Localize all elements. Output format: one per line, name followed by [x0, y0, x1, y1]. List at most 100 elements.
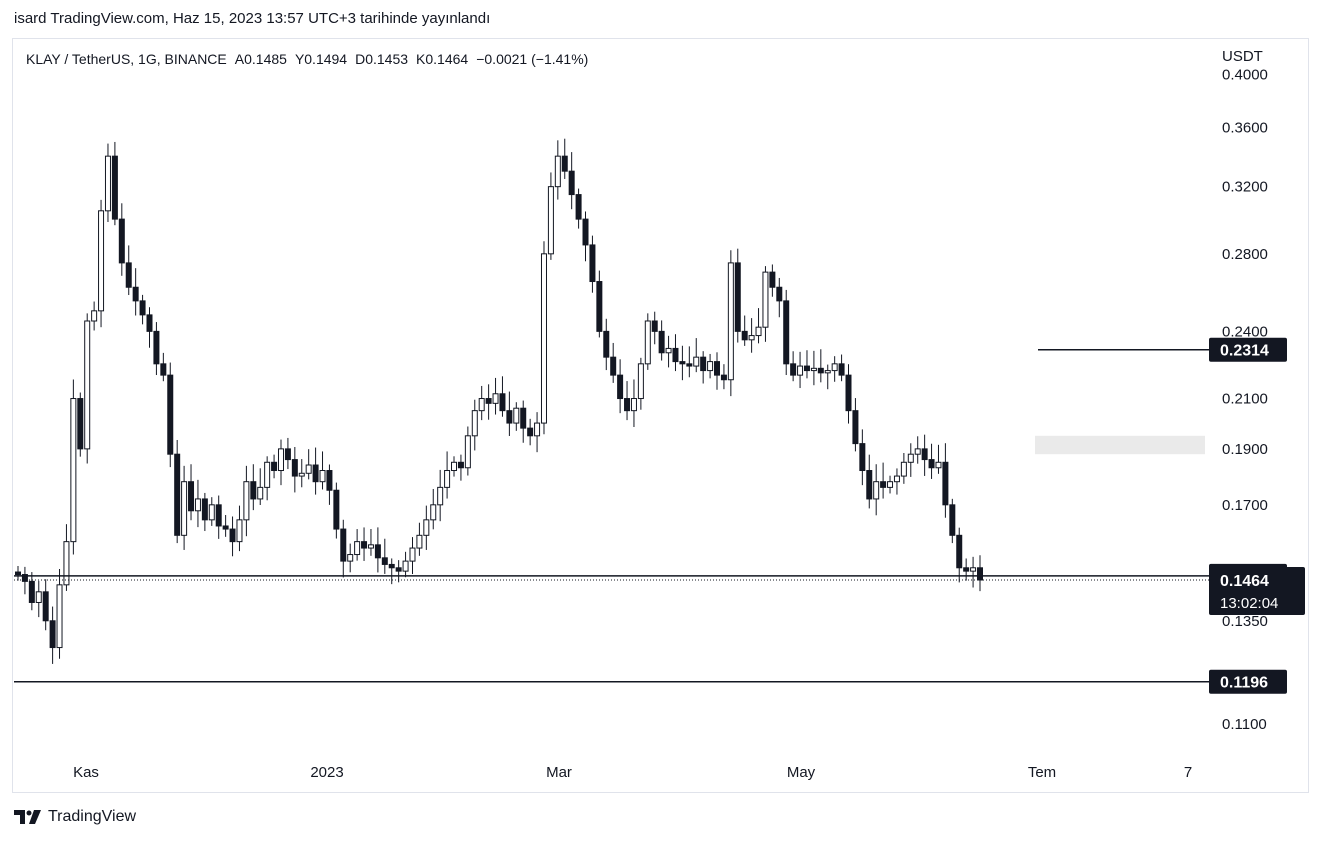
candle-body[interactable] [208, 504, 215, 521]
candle-body[interactable] [942, 461, 949, 506]
candle-body[interactable] [637, 363, 644, 400]
candle-body[interactable] [271, 461, 278, 472]
candle-body[interactable] [568, 170, 575, 196]
candle-body[interactable] [250, 481, 257, 500]
candle-body[interactable] [610, 356, 617, 376]
candle-body[interactable] [104, 155, 111, 212]
candle-body[interactable] [492, 393, 499, 404]
candle-body[interactable] [734, 262, 741, 332]
candle-body[interactable] [824, 370, 831, 374]
candle-body[interactable] [887, 481, 894, 488]
candle-body[interactable] [49, 620, 56, 649]
candle-body[interactable] [423, 519, 430, 536]
candle-body[interactable] [471, 410, 478, 437]
candle-body[interactable] [547, 186, 554, 255]
candle-body[interactable] [672, 347, 679, 363]
candle-body[interactable] [305, 464, 312, 474]
candle-body[interactable] [561, 155, 568, 172]
candle-body[interactable] [21, 574, 28, 582]
candle-body[interactable] [174, 453, 181, 536]
candle-body[interactable] [720, 374, 727, 381]
candle-body[interactable] [464, 435, 471, 469]
candle-body[interactable] [291, 459, 298, 477]
candle-body[interactable] [70, 398, 77, 543]
candle-body[interactable] [893, 475, 900, 483]
candle-body[interactable] [312, 464, 319, 483]
candle-body[interactable] [963, 567, 970, 572]
candle-body[interactable] [437, 486, 444, 506]
candle-body[interactable] [160, 363, 167, 376]
candle-body[interactable] [651, 320, 658, 332]
candle-body[interactable] [215, 504, 222, 527]
candle-body[interactable] [333, 489, 340, 530]
candle-body[interactable] [783, 300, 790, 365]
candle-body[interactable] [451, 461, 458, 472]
candle-body[interactable] [686, 363, 693, 367]
candle-body[interactable] [264, 461, 271, 488]
candle-body[interactable] [146, 314, 153, 332]
candle-body[interactable] [84, 320, 91, 450]
candle-body[interactable] [700, 356, 707, 372]
candle-body[interactable] [707, 361, 714, 372]
candle-body[interactable] [388, 563, 395, 569]
candle-body[interactable] [499, 393, 506, 412]
candle-body[interactable] [527, 427, 534, 437]
candle-body[interactable] [845, 374, 852, 412]
candle-body[interactable] [644, 320, 651, 365]
candle-body[interactable] [132, 286, 139, 302]
candle-body[interactable] [444, 470, 451, 488]
candle-body[interactable] [693, 356, 700, 367]
candle-body[interactable] [340, 528, 347, 562]
candle-body[interactable] [797, 365, 804, 376]
candle-body[interactable] [762, 271, 769, 328]
candle-body[interactable] [118, 218, 125, 264]
candle-body[interactable] [319, 470, 326, 483]
candle-body[interactable] [873, 481, 880, 500]
candle-body[interactable] [534, 422, 541, 437]
candle-body[interactable] [35, 591, 42, 603]
currency-label[interactable]: USDT [1222, 48, 1263, 65]
candle-body[interactable] [326, 470, 333, 491]
candle-body[interactable] [56, 584, 63, 649]
candle-body[interactable] [111, 155, 118, 220]
candle-body[interactable] [776, 286, 783, 302]
candle-body[interactable] [921, 448, 928, 461]
candle-body[interactable] [28, 580, 35, 603]
candle-body[interactable] [907, 453, 914, 463]
candle-body[interactable] [430, 504, 437, 521]
candle-body[interactable] [506, 410, 513, 424]
candle-body[interactable] [229, 528, 236, 543]
candle-body[interactable] [554, 155, 561, 188]
candle-body[interactable] [679, 361, 686, 365]
candle-body[interactable] [194, 498, 201, 512]
candle-body[interactable] [361, 541, 368, 549]
candle-body[interactable] [810, 367, 817, 372]
candle-body[interactable] [125, 262, 132, 288]
candle-body[interactable] [970, 567, 977, 572]
candle-body[interactable] [167, 374, 174, 455]
candle-body[interactable] [928, 459, 935, 469]
candle-body[interactable] [935, 461, 942, 469]
candle-body[interactable] [582, 218, 589, 246]
candle-body[interactable] [603, 330, 610, 358]
candle-body[interactable] [803, 365, 810, 372]
candle-body[interactable] [596, 281, 603, 332]
candle-body[interactable] [658, 330, 665, 354]
candle-body[interactable] [727, 262, 734, 381]
candle-body[interactable] [748, 335, 755, 341]
candle-body[interactable] [575, 194, 582, 220]
candle-body[interactable] [77, 398, 84, 450]
candle-body[interactable] [381, 557, 388, 565]
candle-body[interactable] [866, 470, 873, 500]
candle-body[interactable] [395, 567, 402, 572]
candle-body[interactable] [201, 498, 208, 521]
candle-body[interactable] [769, 271, 776, 288]
candle-body[interactable] [665, 347, 672, 354]
candle-body[interactable] [42, 591, 49, 622]
brand-footer[interactable]: TradingView [14, 808, 136, 826]
candle-body[interactable] [63, 541, 70, 586]
candle-body[interactable] [914, 448, 921, 455]
candle-body[interactable] [589, 244, 596, 283]
candle-body[interactable] [755, 326, 762, 337]
candle-body[interactable] [617, 374, 624, 400]
